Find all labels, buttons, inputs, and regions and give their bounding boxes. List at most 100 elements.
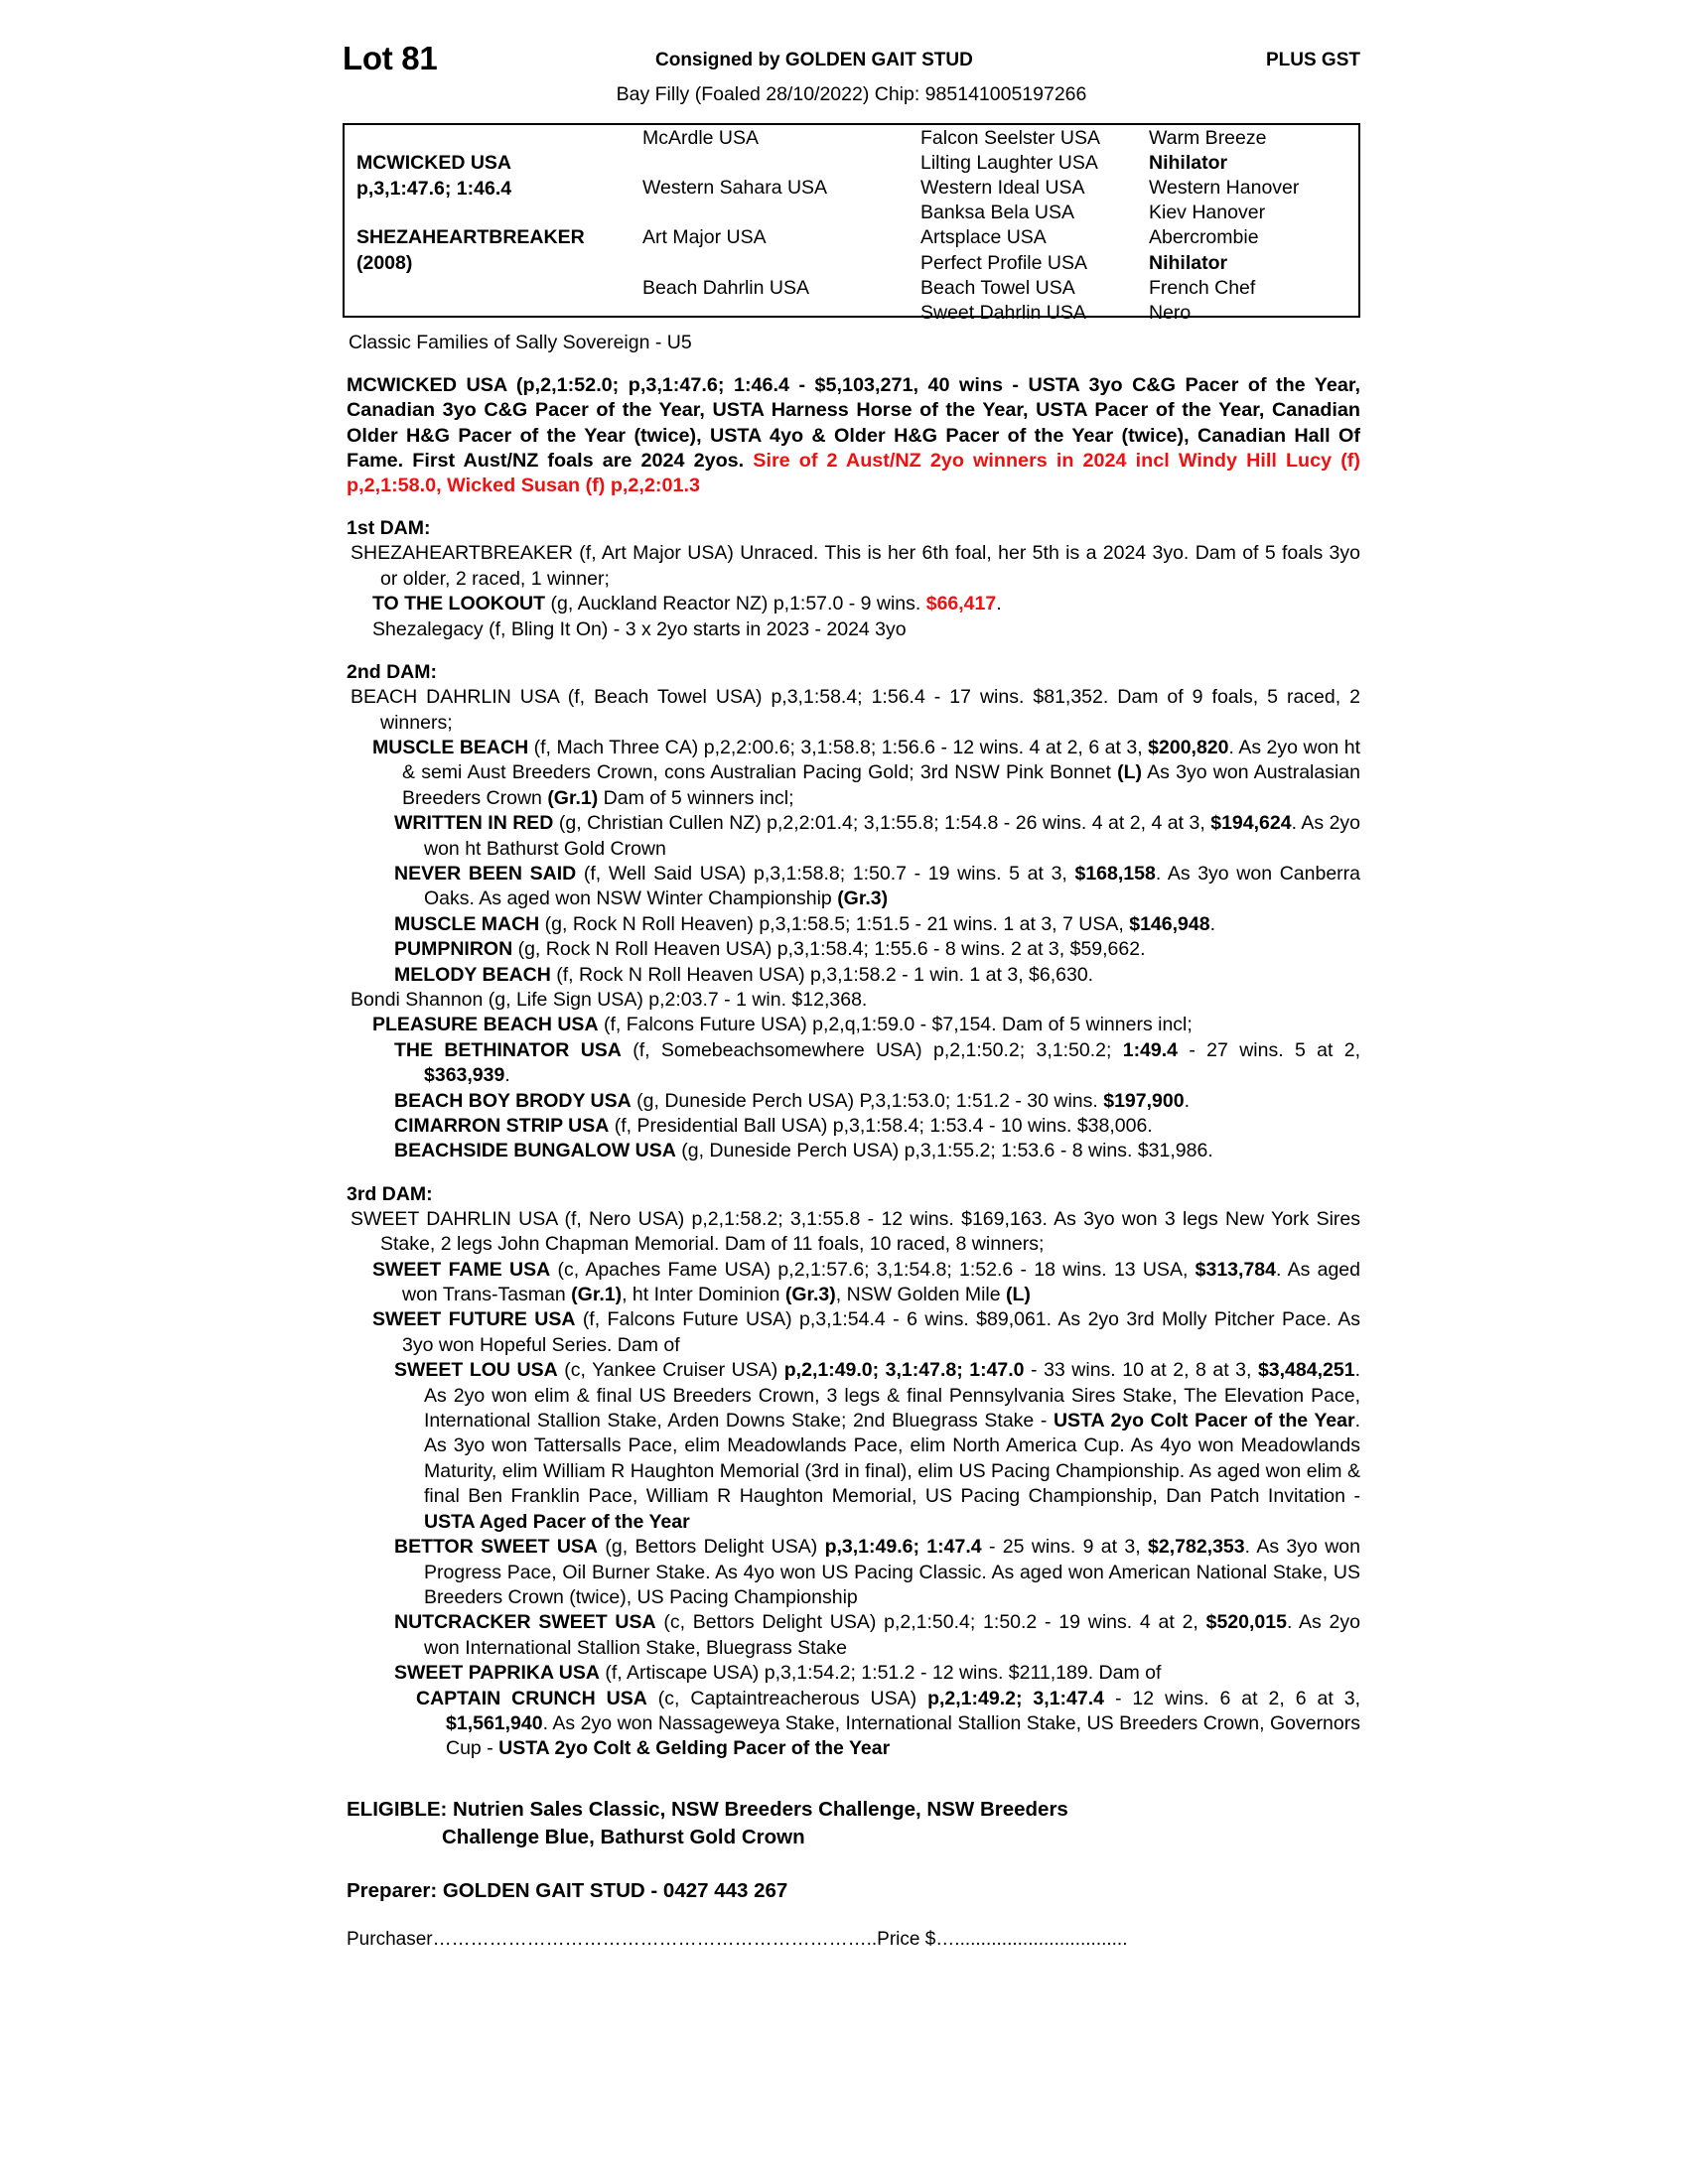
pedigree-gen3-4: Artsplace USA (920, 226, 1047, 248)
entry-run: . As 3yo won Canberra Oaks. As aged won … (424, 862, 1361, 910)
entry-run: $520,015 (1205, 1611, 1287, 1634)
entry-run: . As aged won Trans-Tasman (402, 1258, 1360, 1306)
entry-run: $1,561,940 (446, 1711, 543, 1734)
entry-run: BEACH DAHRLIN USA (351, 686, 559, 709)
entry-run: (f, Beach Towel USA) p,3,1:58.4; 1:56.4 … (380, 686, 1360, 734)
entry-run: (f, Artiscape USA) p,3,1:54.2; 1:51.2 - … (599, 1662, 1162, 1685)
entry-run: (f, Rock N Roll Heaven USA) p,3,1:58.2 -… (550, 963, 1094, 986)
entry-run: SHEZAHEARTBREAKER (351, 542, 573, 565)
preparer-line: Preparer: GOLDEN GAIT STUD - 0427 443 26… (347, 1878, 788, 1902)
entry-run: TO THE LOOKOUT (372, 593, 546, 615)
entry-run: (g, Auckland Reactor NZ) p,1:57.0 - 9 wi… (545, 593, 926, 615)
entry-run: BEACH BOY BRODY USA (394, 1089, 632, 1112)
pedigree-entry: BETTOR SWEET USA (g, Bettors Delight USA… (343, 1535, 1360, 1610)
consignor-label: Consigned by GOLDEN GAIT STUD (655, 50, 973, 70)
entry-run: . As 2yo won ht Bathurst Gold Crown (424, 812, 1361, 860)
entry-run: . (1184, 1089, 1190, 1112)
classic-family-line: Classic Families of Sally Sovereign - U5 (349, 332, 692, 353)
entry-run: . (1209, 912, 1215, 935)
entry-run: $2,782,353 (1148, 1536, 1245, 1559)
pedigree-gen3-6: Beach Towel USA (920, 277, 1075, 299)
entry-run: (Gr.3) (837, 887, 889, 910)
pedigree-gen4-7: Nero (1149, 302, 1192, 324)
entry-run: $363,939 (424, 1064, 505, 1087)
entry-run: . As 2yo won Nassageweya Stake, Internat… (446, 1711, 1360, 1760)
entry-run: SWEET DAHRLIN USA (351, 1207, 558, 1230)
pedigree-entry: SHEZAHEARTBREAKER (f, Art Major USA) Unr… (343, 541, 1360, 592)
entry-run: - 33 wins. 10 at 2, 8 at 3, (1024, 1359, 1258, 1382)
entry-run: . (504, 1064, 510, 1087)
sire-paragraph: MCWICKED USA (p,2,1:52.0; p,3,1:47.6; 1:… (343, 373, 1360, 498)
sire-paragraph-red: Sire of 2 Aust/NZ 2yo winners in 2024 in… (347, 449, 1360, 497)
dam1-heading: 1st DAM: (347, 517, 431, 540)
pedigree-entry: SWEET LOU USA (c, Yankee Cruiser USA) p,… (343, 1358, 1360, 1535)
pedigree-entry: MELODY BEACH (f, Rock N Roll Heaven USA)… (343, 963, 1360, 988)
entry-run: SWEET PAPRIKA USA (394, 1662, 600, 1685)
entry-run: (g, Bettors Delight USA) (598, 1536, 825, 1559)
entry-run: (g, Rock N Roll Heaven USA) p,3,1:58.4; … (512, 938, 1146, 961)
entry-run: (f, Well Said USA) p,3,1:58.8; 1:50.7 - … (576, 862, 1075, 885)
sire-paragraph-black: MCWICKED USA (p,2,1:52.0; p,3,1:47.6; 1:… (347, 374, 1360, 472)
pedigree-entry: BEACH DAHRLIN USA (f, Beach Towel USA) p… (343, 685, 1360, 736)
pedigree-entry: PLEASURE BEACH USA (f, Falcons Future US… (343, 1013, 1360, 1037)
entry-run: (c, Apaches Fame USA) p,2,1:57.6; 3,1:54… (550, 1258, 1196, 1281)
pedigree-entry: TO THE LOOKOUT (g, Auckland Reactor NZ) … (343, 592, 1360, 616)
entry-run: (f, Presidential Ball USA) p,3,1:58.4; 1… (609, 1115, 1153, 1138)
entry-run: (f, Nero USA) p,2,1:58.2; 3,1:55.8 - 12 … (380, 1207, 1361, 1256)
animal-description: Bay Filly (Foaled 28/10/2022) Chip: 9851… (616, 83, 1087, 105)
entry-run: - 25 wins. 9 at 3, (981, 1536, 1149, 1559)
dam1-entries: SHEZAHEARTBREAKER (f, Art Major USA) Unr… (343, 541, 1360, 642)
entry-run: (Gr.3) (784, 1284, 836, 1306)
entry-run: (f, Falcons Future USA) p,3,1:54.4 - 6 w… (402, 1308, 1360, 1356)
entry-run: $3,484,251 (1257, 1359, 1355, 1382)
entry-run: SWEET FUTURE USA (372, 1308, 576, 1331)
entry-run: BEACHSIDE BUNGALOW USA (394, 1140, 676, 1162)
entry-run: SWEET LOU USA (394, 1359, 558, 1382)
pedigree-gen4-6: French Chef (1149, 277, 1256, 299)
entry-run: $194,624 (1210, 812, 1292, 835)
eligible-line-2: Challenge Blue, Bathurst Gold Crown (442, 1825, 805, 1848)
pedigree-entry: MUSCLE BEACH (f, Mach Three CA) p,2,2:00… (343, 736, 1360, 811)
pedigree-gen3-7: Sweet Dahrlin USA (920, 302, 1086, 324)
entry-run: . (996, 593, 1002, 615)
entry-run: Bondi Shannon (g, Life Sign USA) p,2:03.… (351, 988, 868, 1011)
pedigree-entry: SWEET FAME USA (c, Apaches Fame USA) p,2… (343, 1258, 1360, 1308)
sire-name: MCWICKED USA (356, 152, 511, 174)
dam-year: (2008) (356, 251, 413, 274)
entry-run: $168,158 (1074, 862, 1156, 885)
entry-run: p,2,1:49.2; 3,1:47.4 (927, 1687, 1104, 1709)
eligible-line-1: ELIGIBLE: Nutrien Sales Classic, NSW Bre… (347, 1797, 1068, 1821)
pedigree-gen2-0: McArdle USA (642, 127, 760, 149)
pedigree-gen3-3: Banksa Bela USA (920, 202, 1075, 223)
entry-run: MELODY BEACH (394, 963, 551, 986)
pedigree-gen2-3: Beach Dahrlin USA (642, 277, 809, 299)
entry-run: NEVER BEEN SAID (394, 862, 577, 885)
entry-run: CAPTAIN CRUNCH USA (416, 1687, 647, 1709)
pedigree-gen4-0: Warm Breeze (1149, 127, 1267, 149)
pedigree-entry: NEVER BEEN SAID (f, Well Said USA) p,3,1… (343, 862, 1360, 912)
pedigree-gen2-1: Western Sahara USA (642, 177, 828, 199)
entry-run: BETTOR SWEET USA (394, 1536, 599, 1559)
entry-run: 1:49.4 (1122, 1038, 1179, 1061)
pedigree-entry: SWEET PAPRIKA USA (f, Artiscape USA) p,3… (343, 1661, 1360, 1686)
dam2-heading: 2nd DAM: (347, 661, 437, 684)
pedigree-gen4-2: Western Hanover (1149, 177, 1300, 199)
entry-run: (Gr.1) (571, 1284, 623, 1306)
entry-run: SWEET FAME USA (372, 1258, 551, 1281)
entry-run: MUSCLE BEACH (372, 736, 529, 758)
entry-run: THE BETHINATOR USA (394, 1038, 622, 1061)
gst-label: PLUS GST (1265, 50, 1360, 70)
pedigree-entry: Bondi Shannon (g, Life Sign USA) p,2:03.… (343, 988, 1360, 1013)
pedigree-entry: BEACHSIDE BUNGALOW USA (g, Duneside Perc… (343, 1139, 1360, 1163)
entry-run: PLEASURE BEACH USA (372, 1014, 599, 1036)
pedigree-gen4-5: Nihilator (1149, 252, 1228, 274)
dam2-entries: BEACH DAHRLIN USA (f, Beach Towel USA) p… (343, 685, 1360, 1164)
entry-run: USTA Aged Pacer of the Year (424, 1510, 690, 1533)
entry-run: PUMPNIRON (394, 938, 513, 961)
dam3-heading: 3rd DAM: (347, 1182, 433, 1205)
entry-run: $197,900 (1103, 1089, 1185, 1112)
pedigree-gen3-5: Perfect Profile USA (920, 252, 1087, 274)
eligible-block: ELIGIBLE: Nutrien Sales Classic, NSW Bre… (343, 1796, 1360, 1851)
entry-run: (L) (1006, 1284, 1031, 1306)
